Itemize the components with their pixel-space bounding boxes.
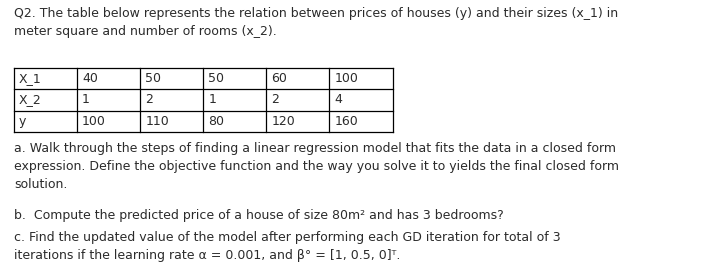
Text: 2: 2 — [145, 93, 153, 106]
Text: 50: 50 — [145, 72, 161, 85]
Text: 60: 60 — [272, 72, 287, 85]
Text: 1: 1 — [82, 93, 90, 106]
Text: X_1: X_1 — [19, 72, 42, 85]
Text: a. Walk through the steps of finding a linear regression model that fits the dat: a. Walk through the steps of finding a l… — [14, 142, 619, 191]
Text: 1: 1 — [208, 93, 216, 106]
Text: X_2: X_2 — [19, 93, 42, 106]
Text: 110: 110 — [145, 115, 169, 128]
Text: 100: 100 — [334, 72, 358, 85]
Text: b.  Compute the predicted price of a house of size 80m² and has 3 bedrooms?: b. Compute the predicted price of a hous… — [14, 209, 504, 222]
Text: 100: 100 — [82, 115, 106, 128]
Text: 160: 160 — [334, 115, 358, 128]
Text: c. Find the updated value of the model after performing each GD iteration for to: c. Find the updated value of the model a… — [14, 231, 560, 262]
Text: 40: 40 — [82, 72, 98, 85]
Text: 120: 120 — [272, 115, 295, 128]
Text: 4: 4 — [334, 93, 342, 106]
Text: 50: 50 — [208, 72, 225, 85]
Text: Q2. The table below represents the relation between prices of houses (y) and the: Q2. The table below represents the relat… — [14, 7, 618, 39]
Text: y: y — [19, 115, 27, 128]
Text: 80: 80 — [208, 115, 225, 128]
Text: 2: 2 — [272, 93, 279, 106]
